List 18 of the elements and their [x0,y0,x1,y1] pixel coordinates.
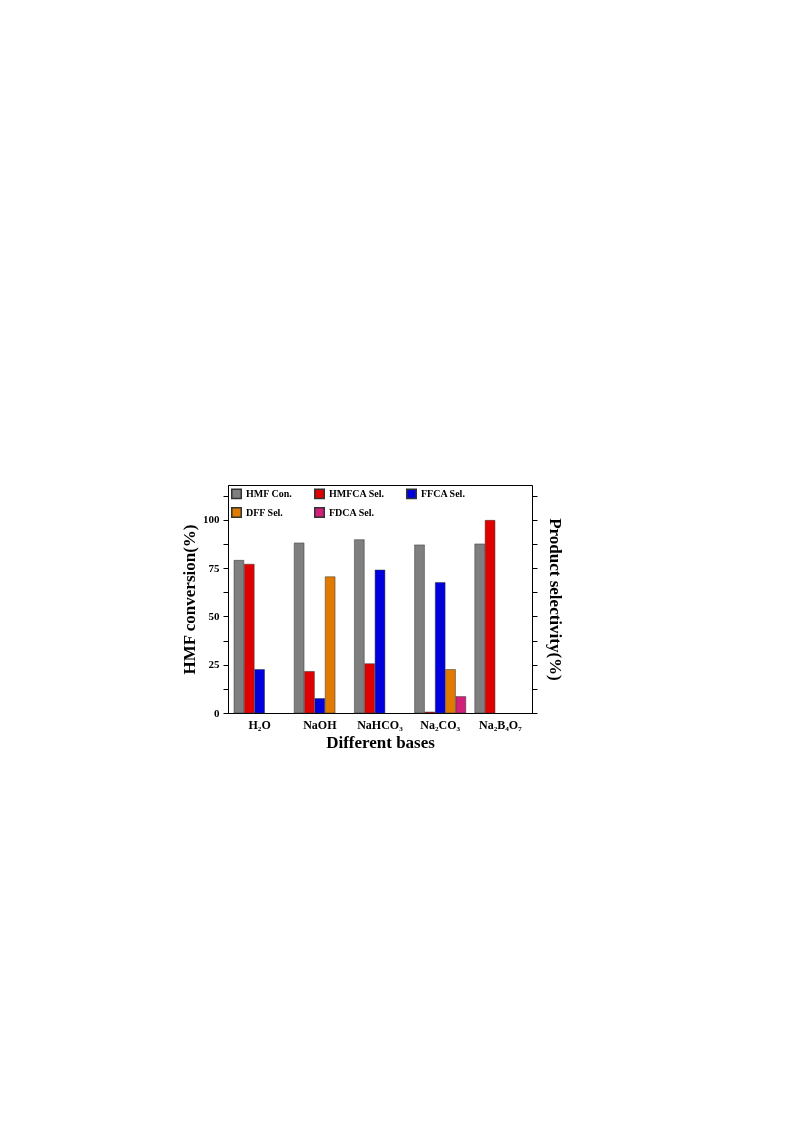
y-tick-label: 100 [203,513,220,526]
x-tick-label: Na₂B₄O₇ [479,717,523,732]
y2-axis-title: Product selectivity(%) [546,518,565,681]
legend-label: DFF Sel. [246,506,284,518]
x-tick-label: H₂O [248,717,271,732]
y-tick-label: 50 [208,609,220,622]
y-tick-label: 0 [214,706,220,719]
x-tick-label: Na₂CO₃ [420,717,461,732]
legend-label: HMFCA Sel. [329,487,385,499]
y-tick-label: 25 [208,658,220,671]
legend-label: FDCA Sel. [329,506,375,518]
legend-label: FFCA Sel. [421,487,466,499]
y-tick-label: 75 [208,561,220,574]
x-tick-label: NaHCO₃ [357,717,404,732]
legend-label: HMF Con. [246,487,293,499]
y-axis-title: HMF conversion(%) [180,524,199,675]
x-tick-label: NaOH [303,717,338,732]
x-axis-title: Different bases [326,732,436,752]
